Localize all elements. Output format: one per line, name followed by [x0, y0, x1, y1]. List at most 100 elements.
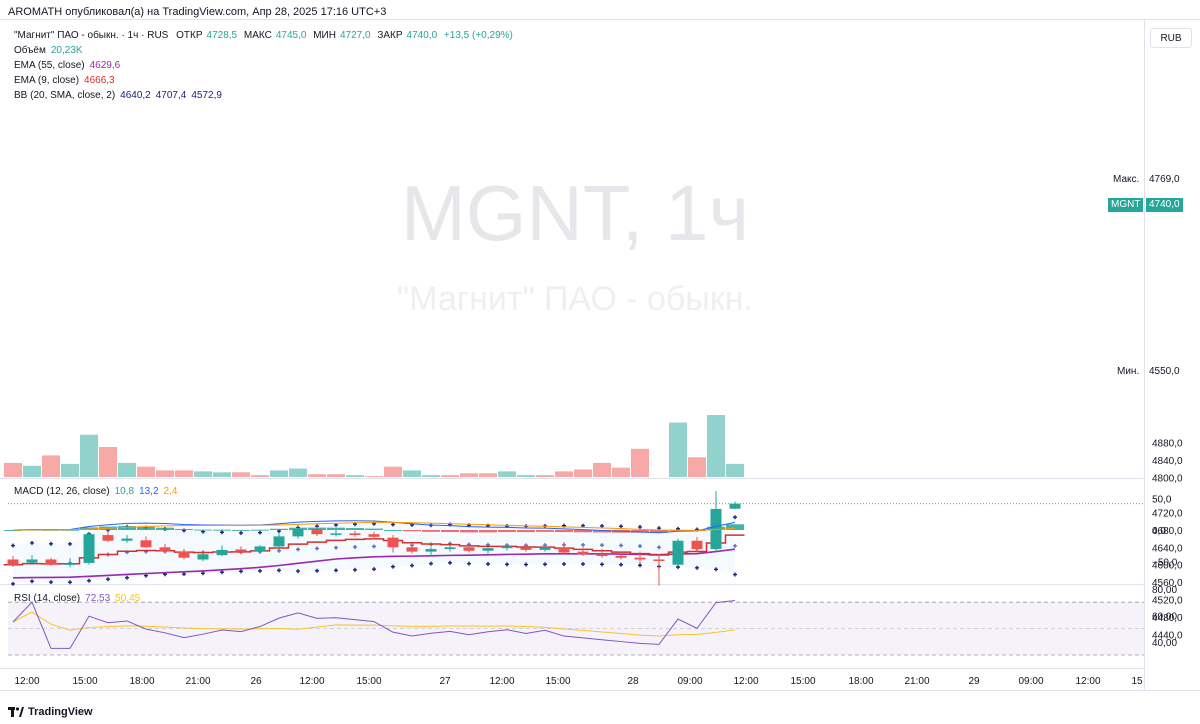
tradingview-brand: TradingView: [28, 706, 93, 718]
bb-upper-point: [220, 530, 224, 535]
bb-lower-point: [600, 562, 604, 567]
bb-upper-point: [49, 541, 53, 546]
min-price-label: Мин.: [1114, 365, 1143, 379]
bb-lower-point: [125, 575, 129, 580]
macd-histogram-bar: [61, 529, 79, 531]
ema9-value: 4666,3: [84, 75, 115, 86]
bb-upper-point: [391, 522, 395, 527]
macd-histogram-bar: [707, 526, 725, 530]
candle-down: [653, 554, 665, 586]
macd-legend: MACD (12, 26, close) 10,8 13,2 2,4: [14, 486, 182, 497]
low-label: МИН: [313, 30, 336, 41]
macd-tick-label: −50,0: [1152, 558, 1178, 569]
candle-down: [140, 536, 152, 549]
time-tick-label: 28: [627, 676, 639, 687]
volume-bar: [213, 472, 231, 477]
rsi-tick-label: 40,00: [1152, 638, 1177, 649]
tradingview-footer[interactable]: TradingView: [8, 706, 93, 718]
macd-histogram-bar: [726, 524, 744, 530]
candle-down: [45, 557, 57, 566]
volume-bar: [631, 448, 649, 477]
candle-up: [501, 544, 513, 551]
rsi-ma-line: [12, 611, 736, 637]
open-label: ОТКР: [176, 30, 203, 41]
time-tick-label: 15: [1131, 676, 1143, 687]
bb-lower-point: [638, 563, 642, 568]
bb-lower-point: [315, 568, 319, 573]
bb-mid-value: 4707,4: [155, 90, 187, 101]
time-tick-label: 15:00: [356, 676, 381, 687]
watermark-subtitle: "Магнит" ПАО - обыкн.: [397, 280, 753, 318]
ema55-legend: EMA (55, close) 4629,6: [14, 60, 125, 71]
candle-down: [520, 544, 532, 552]
candle-up: [710, 491, 722, 552]
price-tick-label: 4880,0: [1152, 439, 1183, 450]
volume-bar: [175, 470, 193, 477]
bb-mid-point: [733, 543, 737, 548]
time-tick-label: 12:00: [733, 676, 758, 687]
bb-lower-point: [220, 570, 224, 575]
macd-tick-label: 50,0: [1152, 494, 1172, 505]
macd-histogram-bar: [517, 530, 535, 533]
bb-mid-point: [372, 544, 376, 549]
time-tick-label: 21:00: [185, 676, 210, 687]
volume-bar: [365, 476, 383, 477]
candle-down: [615, 551, 627, 560]
bb-lower-point: [353, 567, 357, 572]
rsi-tick-label: 60,00: [1152, 611, 1177, 622]
ema55-label: EMA (55, close): [14, 60, 85, 71]
bb-lower-point: [695, 565, 699, 570]
ema55-line: [12, 548, 736, 579]
time-tick-label: 29: [968, 676, 980, 687]
macd-histogram-bar: [593, 530, 611, 533]
bb-mid-point: [619, 543, 623, 548]
macd-histogram-bar: [631, 530, 649, 533]
bb-upper-value: 4640,2: [120, 90, 151, 101]
macd-histogram-bar: [175, 528, 193, 530]
bb-lower-point: [334, 568, 338, 573]
candle-down: [463, 543, 475, 553]
macd-value: 10,8: [114, 486, 135, 497]
bb-mid-point: [638, 544, 642, 549]
bb-lower-point: [562, 562, 566, 567]
macd-histogram-bar: [441, 530, 459, 533]
macd-histogram-bar: [137, 526, 155, 530]
volume-bar: [42, 455, 60, 477]
macd-histogram-bar: [536, 530, 554, 532]
bb-upper-point: [11, 543, 15, 548]
bb-lower-point: [733, 572, 737, 577]
price-tick-label: 4840,0: [1152, 456, 1183, 467]
bb-lower-point: [68, 580, 72, 585]
volume-bar: [80, 434, 98, 477]
candle-up: [425, 547, 437, 556]
macd-histogram-bar: [308, 527, 326, 530]
bb-lower-point: [30, 579, 34, 584]
volume-bar: [403, 470, 421, 477]
macd-histogram-bar: [194, 529, 212, 531]
macd-histogram-bar: [555, 530, 573, 533]
volume-bar: [479, 473, 497, 477]
time-tick-label: 09:00: [1018, 676, 1043, 687]
currency-button[interactable]: RUB: [1150, 28, 1192, 48]
bollinger-band-fill: [13, 517, 735, 584]
bb-upper-point: [600, 523, 604, 528]
watermark-title: MGNT, 1ч: [401, 169, 749, 257]
volume-value: 20,23K: [50, 45, 83, 56]
ema55-value: 4629,6: [89, 60, 121, 71]
volume-bar: [99, 446, 117, 477]
price-tick-label: 4680,0: [1152, 526, 1183, 537]
bb-upper-point: [638, 524, 642, 529]
ema9-legend: EMA (9, close) 4666,3: [14, 75, 120, 86]
macd-histogram-bar: [422, 530, 440, 532]
bb-upper-point: [619, 524, 623, 529]
max-price-label: Макс.: [1110, 173, 1143, 187]
bb-lower-point: [486, 561, 490, 566]
candle-up: [330, 529, 342, 537]
bb-lower-point: [714, 567, 718, 572]
price-tick-label: 4600,0: [1152, 561, 1183, 572]
candle-up: [444, 545, 456, 552]
volume-bar: [612, 467, 630, 477]
bb-mid-point: [600, 543, 604, 548]
candle-up: [254, 545, 266, 553]
